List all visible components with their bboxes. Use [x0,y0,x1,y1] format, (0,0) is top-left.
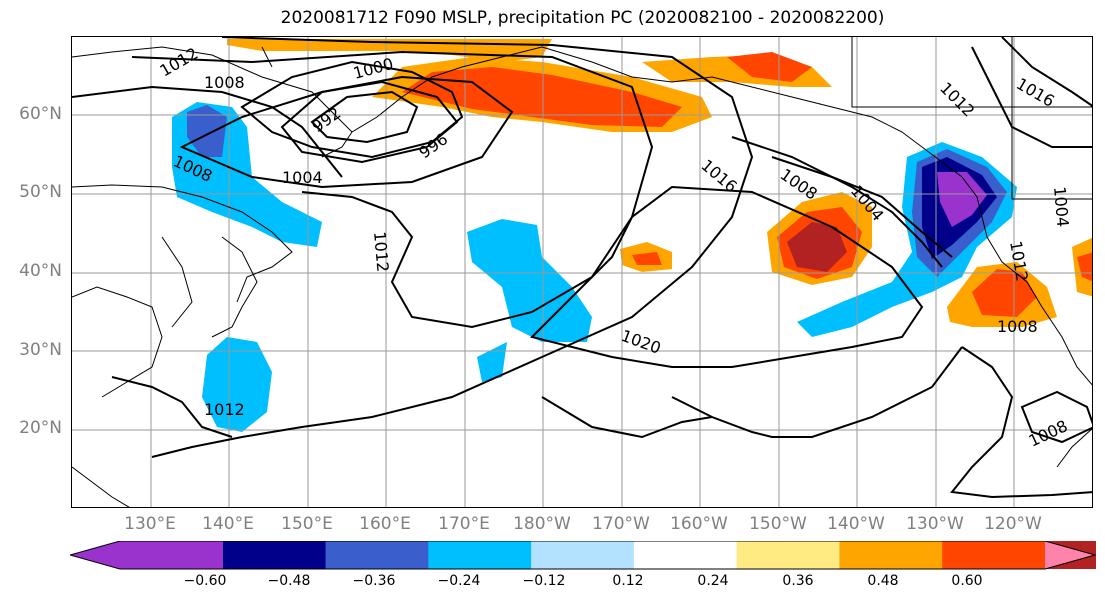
lon-label: 160°E [359,514,411,534]
isobar-1016 [151,37,754,458]
lon-label: 150°W [749,514,807,534]
isobar-label: 1012 [936,78,978,120]
precip-negative-central [467,219,592,342]
lon-label: 140°W [827,514,885,534]
lat-label: 40°N [19,261,62,281]
colorbar-segment [428,541,532,569]
map-panel: 1012 1008 1000 992 996 1004 1008 1012 10… [71,36,1093,508]
colorbar-segment [531,541,635,569]
isobar-1012-east [971,46,1092,148]
lon-label: 180°W [513,514,571,534]
colorbar-tick: −0.24 [437,573,481,589]
colorbar-segment [839,541,943,569]
colorbar-segment [325,541,429,569]
lat-label: 30°N [19,340,62,360]
colorbar-tick: 0.48 [867,573,899,589]
precip-positive-north-core [402,67,682,127]
colorbar-segment [736,541,840,569]
isobar-label: 1008 [204,73,245,92]
colorbar-tick: −0.60 [183,573,227,589]
colorbar-tick: −0.36 [352,573,396,589]
isobar-1016-east [1001,37,1092,107]
isobar-label: 1012 [204,400,245,419]
isobar-label: 1004 [1050,186,1072,228]
lon-label: 130°W [906,514,964,534]
colorbar-segment [942,541,1046,569]
isobar-label: 1004 [282,168,323,187]
isobar-1000 [240,60,464,159]
map-canvas: 1012 1008 1000 992 996 1004 1008 1012 10… [72,37,1092,507]
isobar-label: 1012 [157,44,202,81]
lon-label: 150°E [281,514,333,534]
isobar-992 [310,90,419,144]
lat-label: 60°N [19,104,62,124]
colorbar-segment [1045,541,1095,569]
colorbar-tick: 0.24 [697,573,729,589]
isobar-1008-east [731,136,943,268]
isobar-label: 1012 [370,231,392,273]
isobar-1004-east [771,156,953,258]
lon-label: 140°E [202,514,254,534]
colorbar-tick: 0.60 [951,573,983,589]
lon-label: 120°W [984,514,1042,534]
lat-label: 50°N [19,182,62,202]
isobar-label: 992 [308,103,344,136]
lon-label: 160°W [670,514,728,534]
isobar-label: 996 [415,129,451,162]
isobar-label: 1008 [997,317,1038,336]
lon-label: 170°E [438,514,490,534]
isobar-1012-central [131,50,654,329]
colorbar-tick: −0.12 [522,573,566,589]
colorbar [70,541,1096,570]
isobar-1008-south [1020,390,1092,444]
colorbar-tick: 0.12 [612,573,644,589]
isobar-label: 1020 [619,326,664,358]
colorbar-segment [70,541,223,569]
lon-label: 130°E [124,514,176,534]
colorbar-segment [222,541,327,569]
coastlines [72,37,1092,507]
graticule [72,37,1092,507]
precip-fills [172,39,1092,432]
isobars [72,37,1092,499]
lat-label: 20°N [19,418,62,438]
figure-title: 2020081712 F090 MSLP, precipitation PC (… [280,8,885,28]
isobar-label: 1008 [1026,416,1071,450]
colorbar-segment [633,541,738,569]
isobar-1004 [179,75,514,189]
colorbar-tick: 0.36 [782,573,814,589]
isobar-1020 [530,185,924,368]
colorbar-segments [70,541,1096,569]
lon-label: 170°W [592,514,650,534]
colorbar-tick: −0.48 [267,573,311,589]
